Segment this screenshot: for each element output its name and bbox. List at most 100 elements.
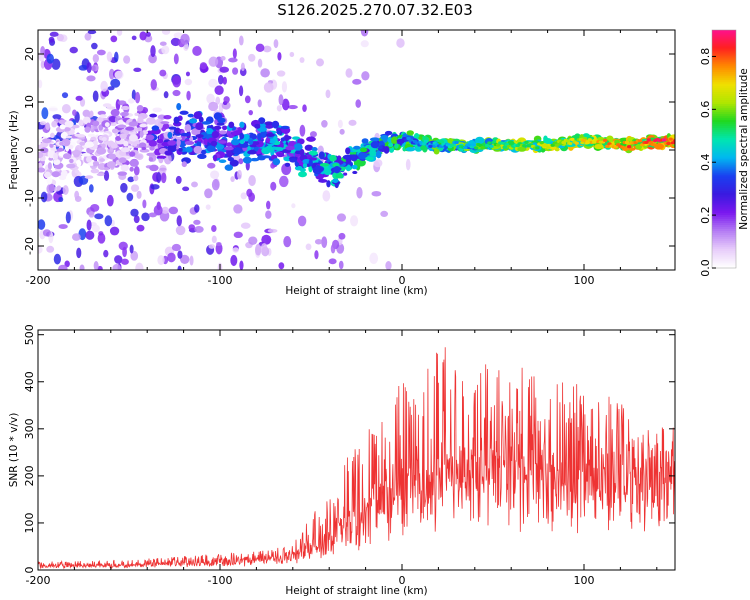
heat-cell: [226, 142, 233, 147]
heat-cell: [206, 127, 214, 135]
heat-cell: [254, 123, 261, 129]
heat-cell: [163, 114, 172, 120]
colorbar-swatch: [712, 87, 736, 91]
heat-cell: [109, 226, 120, 236]
heat-cell: [145, 134, 155, 141]
colorbar-swatch: [712, 101, 736, 104]
heat-cell: [260, 130, 268, 138]
heat-cell: [637, 139, 643, 143]
heat-cell: [139, 130, 144, 138]
colorbar-swatch: [712, 129, 736, 132]
heat-cell: [343, 172, 348, 176]
heat-cell: [148, 140, 157, 147]
colorbar-swatch: [712, 174, 736, 178]
heat-cell: [260, 68, 270, 78]
heat-cell: [75, 95, 83, 101]
heat-cell: [103, 170, 110, 182]
heat-cell: [489, 144, 494, 148]
heat-cell: [454, 140, 459, 145]
heat-cell: [580, 141, 585, 145]
colorbar-swatch: [712, 160, 736, 164]
heat-cell: [110, 78, 121, 88]
heat-cell: [218, 130, 227, 135]
colorbar-swatch: [712, 206, 736, 210]
heat-cell: [248, 53, 256, 62]
heat-cell: [306, 136, 316, 142]
heat-cell: [391, 136, 398, 144]
heat-cell: [48, 36, 55, 43]
heat-cell: [288, 153, 296, 157]
heat-cell: [68, 144, 74, 150]
heat-cell: [423, 139, 429, 143]
snr-ytick-label: 300: [23, 418, 36, 439]
heat-cell: [228, 121, 235, 129]
heat-cell: [87, 133, 96, 138]
heat-cell: [233, 204, 243, 214]
heat-cell: [211, 179, 220, 191]
heat-cell: [40, 60, 45, 69]
heat-cell: [304, 144, 313, 151]
colorbar-swatch: [712, 152, 736, 156]
heat-cell: [78, 119, 84, 126]
heat-cell: [450, 143, 455, 148]
heat-cell: [217, 117, 226, 124]
heat-cell: [360, 40, 369, 48]
heat-cell: [96, 49, 106, 56]
heat-cell: [114, 70, 124, 80]
heat-cell: [661, 138, 667, 142]
colorbar-swatch: [712, 113, 736, 116]
heat-cell: [554, 143, 560, 147]
heat-cell: [51, 171, 60, 178]
colorbar-swatch: [712, 35, 736, 39]
colorbar-swatch: [712, 242, 736, 245]
heat-cell: [191, 128, 201, 136]
colorbar-swatch: [712, 176, 736, 180]
heat-cell: [66, 135, 73, 139]
colorbar-swatch: [712, 107, 736, 110]
colorbar-swatch: [712, 89, 736, 93]
colorbar-swatch: [712, 115, 736, 118]
heat-cell: [184, 140, 195, 146]
heat-cell: [299, 149, 305, 157]
heat-cell: [193, 145, 203, 154]
heat-cell: [133, 175, 139, 182]
colorbar-swatch: [712, 139, 736, 142]
heat-cell: [128, 98, 135, 104]
heat-cell: [38, 245, 43, 254]
heat-cell: [171, 243, 182, 252]
heat-cell: [148, 53, 157, 64]
heat-cell: [38, 151, 44, 159]
heat-cell: [175, 136, 183, 141]
heat-cell: [239, 121, 245, 128]
colorbar-swatch: [712, 125, 736, 128]
heat-cell: [624, 140, 630, 145]
heat-cell: [175, 175, 182, 185]
heat-cell: [383, 145, 390, 154]
heat-cell: [92, 125, 99, 130]
heat-cell: [433, 148, 440, 155]
heat-cell: [291, 203, 296, 209]
heat-cell: [357, 151, 368, 160]
heat-cell: [43, 171, 51, 179]
heat-cell: [195, 122, 204, 131]
heat-cell: [150, 184, 160, 190]
heat-cell: [48, 107, 58, 112]
heat-cell: [330, 244, 336, 254]
snr-ylabel: SNR (10 * v/v): [8, 413, 20, 488]
heat-cell: [356, 159, 366, 167]
heat-cell: [168, 206, 179, 215]
heat-cell: [94, 213, 104, 220]
colorbar-swatch: [712, 208, 736, 212]
heat-cell: [59, 141, 64, 146]
heat-cell: [350, 215, 359, 227]
snr-xtick-label: 0: [399, 574, 406, 587]
heat-cell: [38, 53, 45, 62]
heatmap-ytick-label: -20: [23, 237, 36, 255]
heat-cell: [248, 110, 254, 116]
colorbar-swatch: [712, 222, 736, 225]
snr-xlabel: Height of straight line (km): [285, 585, 427, 597]
colorbar-swatch: [712, 158, 736, 162]
heat-cell: [315, 165, 320, 171]
heat-cell: [365, 156, 374, 161]
snr-ytick-label: 400: [23, 371, 36, 392]
